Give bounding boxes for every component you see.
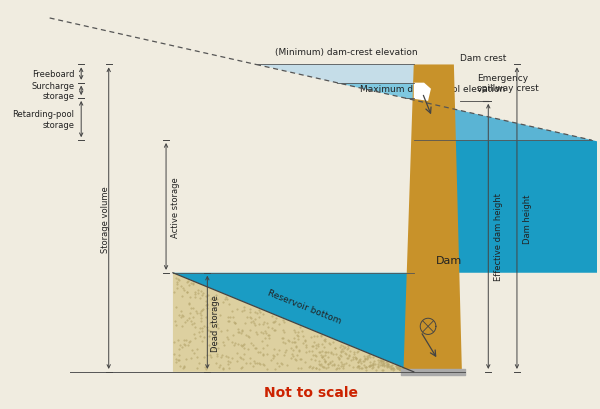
Text: Dead storage: Dead storage <box>211 294 220 351</box>
Text: Reservoir bottom: Reservoir bottom <box>267 288 343 325</box>
Text: Retarding-pool
storage: Retarding-pool storage <box>13 110 74 130</box>
Text: Active storage: Active storage <box>170 177 179 237</box>
Polygon shape <box>256 65 414 83</box>
Polygon shape <box>173 141 600 372</box>
Text: Dam height: Dam height <box>523 194 532 243</box>
Text: Q: Q <box>435 116 443 126</box>
Text: Effective dam height: Effective dam height <box>494 193 503 281</box>
Text: Storage volume: Storage volume <box>101 185 110 252</box>
Text: $Q_o$: $Q_o$ <box>440 355 454 368</box>
Polygon shape <box>173 273 414 372</box>
Text: Surcharge
storage: Surcharge storage <box>31 81 74 101</box>
Polygon shape <box>337 83 414 99</box>
Text: Freeboard: Freeboard <box>32 70 74 79</box>
Text: Dam: Dam <box>436 255 463 265</box>
Polygon shape <box>414 83 431 101</box>
Text: Dam crest: Dam crest <box>460 54 506 63</box>
Polygon shape <box>403 65 462 372</box>
Polygon shape <box>405 99 592 141</box>
Text: Not to scale: Not to scale <box>263 385 358 399</box>
Text: Emergency
spillway crest: Emergency spillway crest <box>477 74 539 93</box>
Text: (Minimum) dam-crest elevation: (Minimum) dam-crest elevation <box>275 47 418 56</box>
Text: Maximum design-pool elevation: Maximum design-pool elevation <box>360 85 505 94</box>
